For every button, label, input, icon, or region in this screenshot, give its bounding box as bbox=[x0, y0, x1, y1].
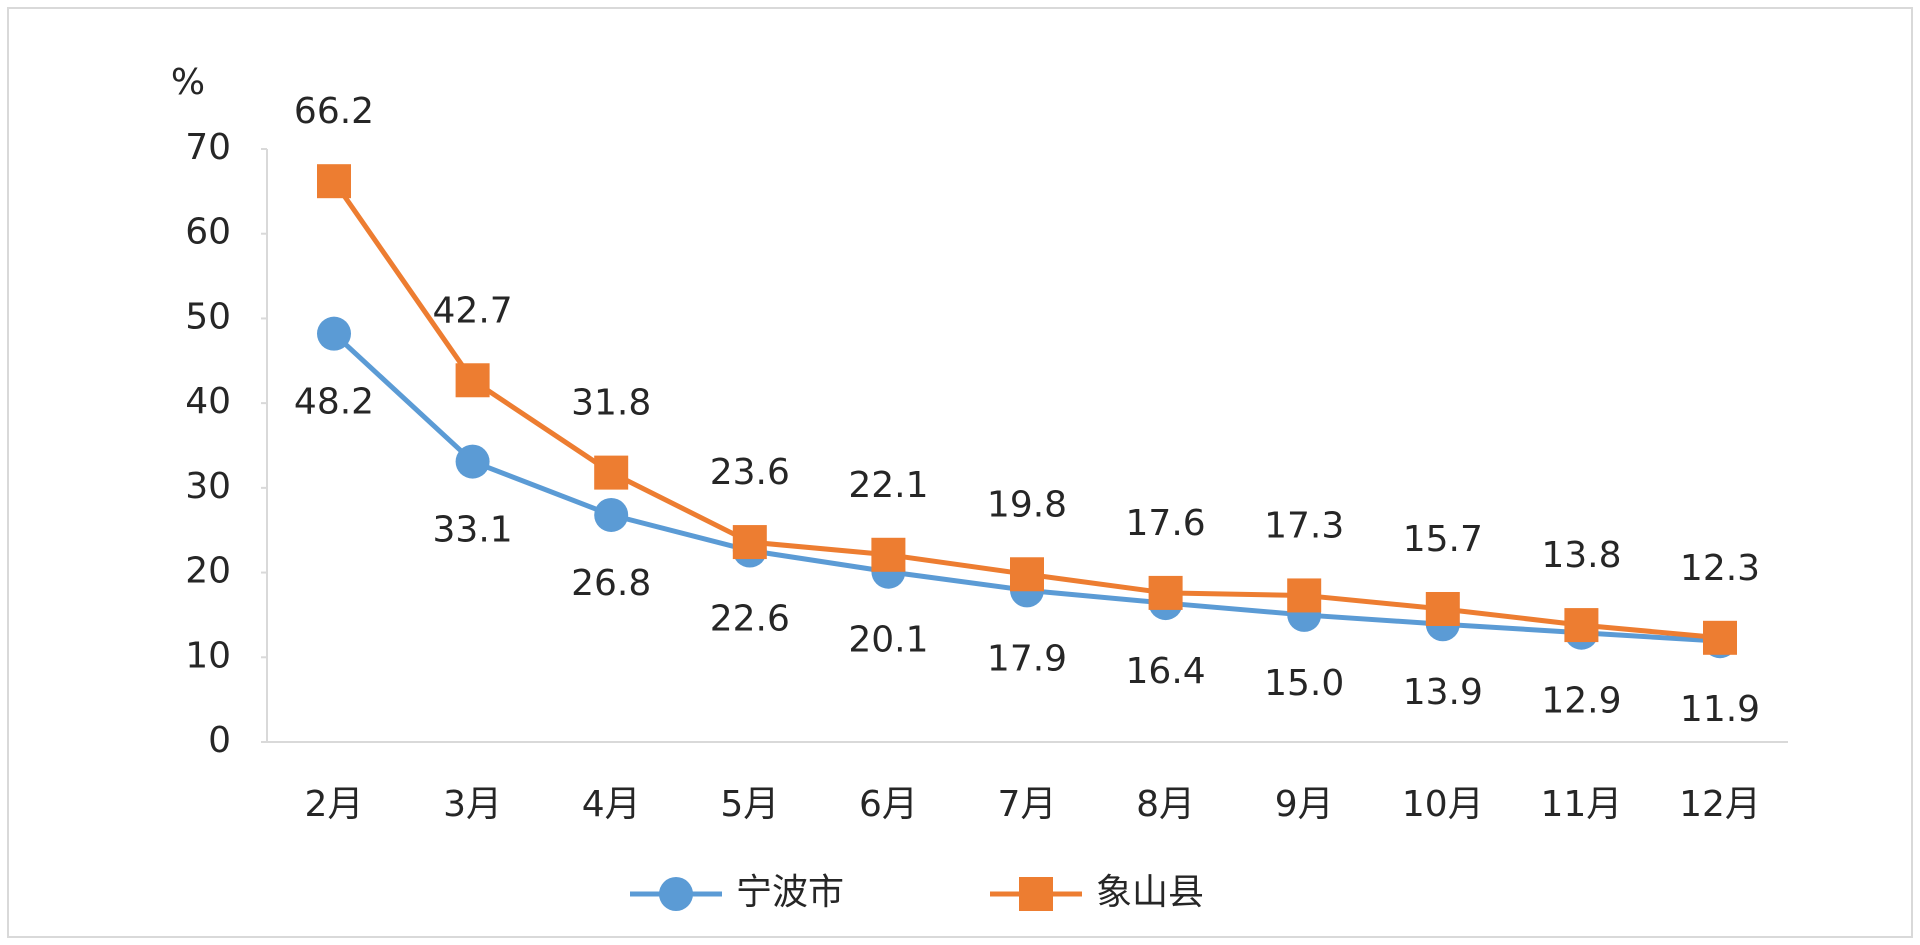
data-point bbox=[1287, 578, 1322, 613]
y-tick-label: 30 bbox=[185, 466, 231, 507]
data-label: 42.7 bbox=[433, 290, 513, 331]
data-label: 22.1 bbox=[848, 465, 928, 506]
data-point bbox=[455, 363, 490, 398]
data-label: 31.8 bbox=[571, 383, 651, 424]
data-point bbox=[1010, 557, 1044, 592]
data-point bbox=[455, 444, 490, 479]
data-label: 23.6 bbox=[710, 452, 790, 493]
data-point bbox=[1564, 608, 1599, 643]
data-label: 22.6 bbox=[710, 599, 790, 640]
y-tick-label: 60 bbox=[185, 212, 231, 253]
data-point bbox=[732, 525, 767, 560]
data-point bbox=[594, 455, 629, 490]
x-tick-label: 10月 bbox=[1402, 784, 1484, 825]
legend-marker bbox=[1019, 877, 1053, 911]
data-label: 66.2 bbox=[294, 91, 374, 132]
data-label: 17.6 bbox=[1126, 503, 1206, 544]
legend-marker bbox=[659, 877, 693, 911]
x-tick-label: 9月 bbox=[1275, 784, 1334, 825]
data-label: 12.3 bbox=[1680, 548, 1760, 589]
data-label: 17.3 bbox=[1264, 505, 1344, 546]
data-label: 13.8 bbox=[1541, 535, 1621, 576]
data-point bbox=[594, 497, 629, 532]
data-label: 48.2 bbox=[294, 382, 374, 423]
data-label: 15.7 bbox=[1403, 519, 1483, 560]
data-point bbox=[1703, 620, 1737, 655]
y-tick-label: 40 bbox=[185, 381, 231, 422]
data-point bbox=[871, 537, 906, 572]
data-label: 20.1 bbox=[848, 620, 928, 661]
y-tick-label: 10 bbox=[185, 635, 231, 676]
chart-frame bbox=[7, 7, 1913, 938]
x-tick-label: 12月 bbox=[1679, 784, 1761, 825]
x-tick-label: 11月 bbox=[1540, 784, 1622, 825]
data-label: 12.9 bbox=[1541, 681, 1621, 722]
data-point bbox=[1148, 575, 1183, 610]
x-tick-label: 2月 bbox=[305, 784, 364, 825]
data-point bbox=[317, 164, 351, 199]
y-tick-label: 70 bbox=[185, 127, 231, 168]
y-tick-label: 20 bbox=[185, 551, 231, 592]
data-label: 11.9 bbox=[1680, 689, 1760, 730]
data-label: 13.9 bbox=[1403, 672, 1483, 713]
x-tick-label: 8月 bbox=[1136, 784, 1195, 825]
data-label: 26.8 bbox=[571, 563, 651, 604]
y-tick-label: 50 bbox=[185, 296, 231, 337]
data-label: 19.8 bbox=[987, 484, 1067, 525]
y-axis-label: % bbox=[171, 62, 205, 103]
legend-label: 宁波市 bbox=[736, 872, 844, 913]
data-point bbox=[317, 316, 351, 351]
data-label: 15.0 bbox=[1264, 663, 1344, 704]
x-tick-label: 4月 bbox=[582, 784, 641, 825]
x-tick-label: 5月 bbox=[720, 784, 779, 825]
x-tick-label: 6月 bbox=[859, 784, 918, 825]
data-label: 16.4 bbox=[1126, 651, 1206, 692]
x-tick-label: 3月 bbox=[443, 784, 502, 825]
data-label: 17.9 bbox=[987, 638, 1067, 679]
x-tick-label: 7月 bbox=[998, 784, 1057, 825]
legend-label: 象山县 bbox=[1096, 872, 1204, 913]
y-tick-label: 0 bbox=[208, 720, 231, 761]
data-point bbox=[1425, 591, 1460, 626]
data-label: 33.1 bbox=[433, 510, 513, 551]
